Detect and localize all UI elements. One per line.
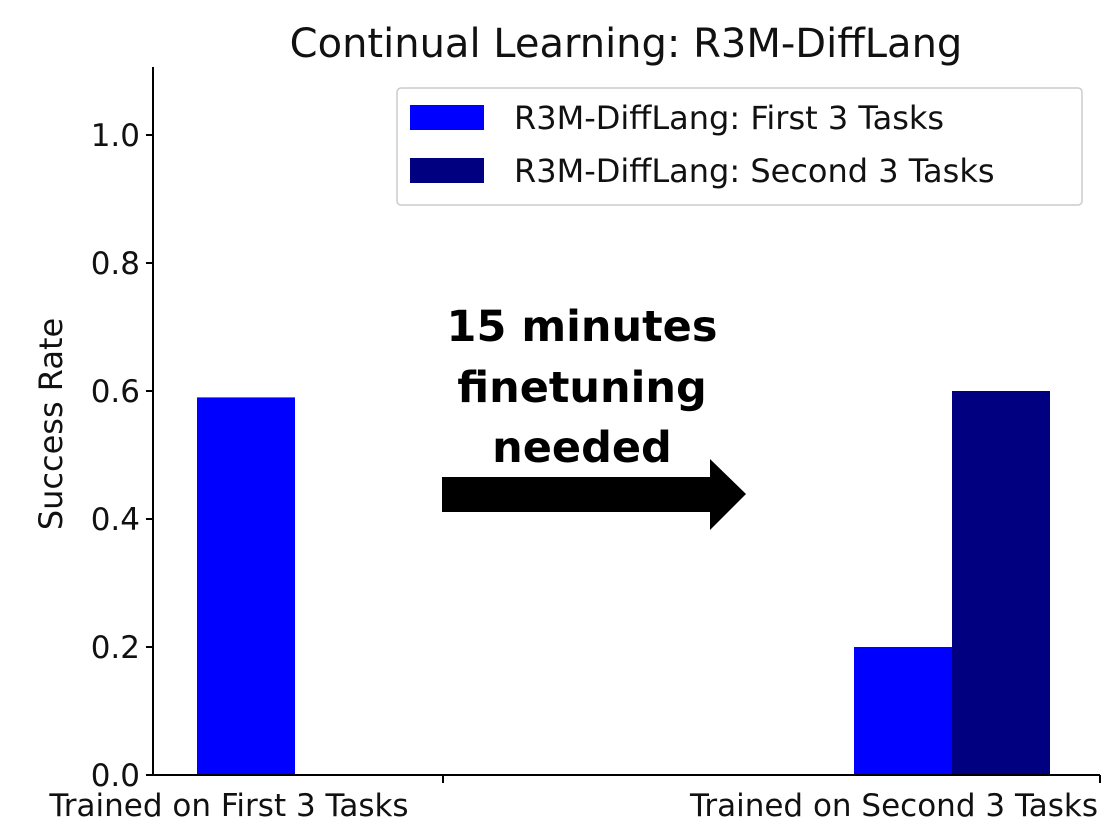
x-ticks: Trained on First 3 Tasks Trained on Secon…	[48, 775, 1101, 824]
legend-box	[396, 87, 1083, 206]
y-tick-label: 0.4	[91, 502, 140, 538]
y-tick-label: 1.0	[91, 118, 140, 154]
annotation-line: needed	[492, 423, 672, 473]
arrow-right-icon	[442, 459, 746, 530]
chart-title: Continual Learning: R3M-DiffLang	[290, 21, 963, 67]
legend-label: R3M-DiffLang: Second 3 Tasks	[514, 152, 995, 190]
y-tick-label: 0.8	[91, 246, 140, 282]
legend-swatch	[410, 158, 484, 183]
y-axis-label: Success Rate	[32, 318, 70, 530]
y-tick-label: 0.0	[91, 758, 140, 794]
annotation-line: 15 minutes	[447, 302, 718, 352]
y-tick-label: 0.6	[91, 374, 140, 410]
y-tick-label: 0.2	[91, 630, 140, 666]
legend-label: R3M-DiffLang: First 3 Tasks	[514, 99, 944, 137]
legend: R3M-DiffLang: First 3 Tasks R3M-DiffLang…	[396, 87, 1083, 206]
x-tick-label: Trained on Second 3 Tasks	[689, 788, 1098, 824]
x-tick-label: Trained on First 3 Tasks	[48, 788, 408, 824]
bar-s0-c0	[197, 397, 295, 775]
annotation-line: finetuning	[457, 363, 707, 413]
annotation: 15 minutes finetuning needed	[442, 302, 746, 530]
legend-swatch	[410, 105, 484, 130]
y-ticks: 0.0 0.2 0.4 0.6 0.8 1.0	[91, 118, 153, 794]
bar-s0-c1	[854, 647, 952, 775]
bar-s1-c1	[952, 391, 1050, 775]
bars	[197, 391, 1050, 775]
